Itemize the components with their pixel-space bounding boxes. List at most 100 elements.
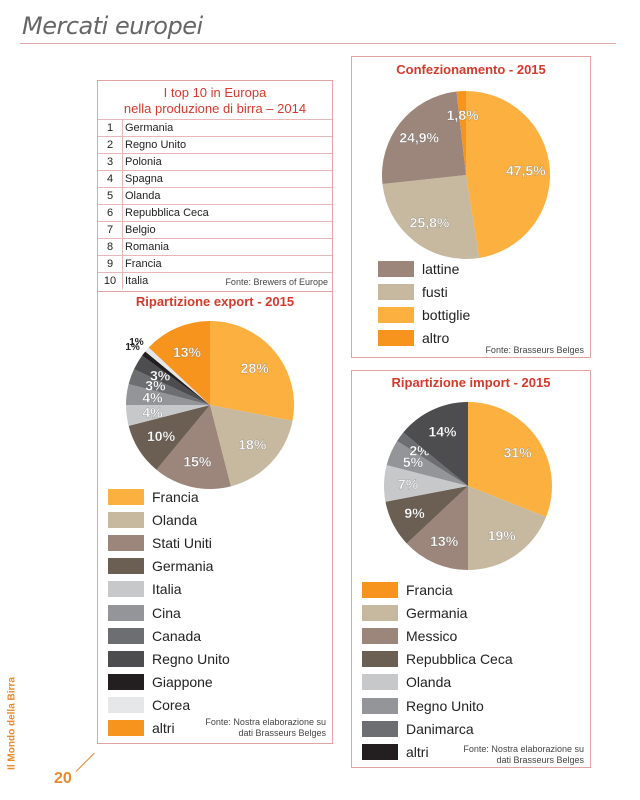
rank-cell: 6 xyxy=(98,204,123,222)
country-cell: Francia xyxy=(122,255,332,273)
legend-swatch xyxy=(108,650,144,667)
table-row: 9 Francia xyxy=(98,255,332,273)
pie-label: 19% xyxy=(488,528,517,544)
pie-label: 24,9% xyxy=(399,129,439,145)
pie-slice-fusti xyxy=(382,175,480,259)
legend-label: altri xyxy=(406,743,429,760)
table-row: 6 Repubblica Ceca xyxy=(98,204,332,222)
pie-slice-corea xyxy=(145,347,210,405)
export-chart-title: Ripartizione export - 2015 xyxy=(135,294,295,309)
pie-slice-regno-unito xyxy=(133,355,210,405)
import-pie-chart: 31%19%13%9%7%5%2%14% xyxy=(384,402,552,570)
rank-cell: 7 xyxy=(98,221,123,239)
pie-label: 1% xyxy=(125,342,140,353)
legend-label: Messico xyxy=(406,627,458,644)
legend-swatch xyxy=(108,697,144,714)
legend-item: altro xyxy=(378,327,470,350)
legend-item: Repubblica Ceca xyxy=(362,648,513,671)
pie-slice-italia xyxy=(126,405,210,426)
export-source-line1: Fonte: Nostra elaborazione su xyxy=(205,717,326,727)
legend-label: Giappone xyxy=(152,674,213,691)
table-row: 7 Belgio xyxy=(98,221,332,239)
legend-swatch xyxy=(362,651,398,668)
legend-swatch xyxy=(108,534,144,551)
pie-label: 13% xyxy=(173,344,202,360)
page-section-title: Mercati europei xyxy=(22,12,203,40)
legend-swatch xyxy=(362,743,398,760)
legend-swatch xyxy=(108,627,144,644)
legend-label: Francia xyxy=(152,488,199,505)
legend-item: altri xyxy=(362,740,513,763)
page-number: 20 xyxy=(54,770,72,787)
country-cell: Romania xyxy=(122,238,332,256)
import-source: Fonte: Nostra elaborazione su dati Brass… xyxy=(463,744,584,766)
rank-cell: 3 xyxy=(98,153,123,171)
legend-item: Francia xyxy=(362,578,513,601)
pie-slice-regno-unito xyxy=(386,440,468,486)
country-cell: Belgio xyxy=(122,221,332,239)
pie-slice-messico xyxy=(406,486,468,570)
pie-slice-stati-uniti xyxy=(156,405,231,489)
legend-swatch xyxy=(378,330,414,347)
pie-slice-bottiglie xyxy=(466,91,551,258)
pie-label: 28% xyxy=(241,360,270,376)
pie-slice-danimarca xyxy=(397,432,468,486)
export-source: Fonte: Nostra elaborazione su dati Brass… xyxy=(205,717,326,739)
country-cell: Spagna xyxy=(122,170,332,188)
packaging-chart-title: Confezionamento - 2015 xyxy=(396,62,546,77)
table-row: 8 Romania xyxy=(98,238,332,256)
legend-swatch xyxy=(378,260,414,277)
pie-label: 25,8% xyxy=(410,215,450,231)
table-row: 10 Italia xyxy=(98,272,332,289)
packaging-chart-box: Confezionamento - 2015 47,5% 25,8% 24,9% 1,… xyxy=(351,56,591,358)
legend-label: Olanda xyxy=(406,674,452,691)
legend-swatch xyxy=(362,674,398,691)
legend-item: Germania xyxy=(362,601,513,624)
country-cell: Germania xyxy=(122,119,332,137)
packaging-legend: lattine fusti bottiglie altro xyxy=(378,257,470,350)
packaging-pie-chart: 47,5% 25,8% 24,9% 1,8% xyxy=(382,91,551,259)
country-cell: Polonia xyxy=(122,153,332,171)
pie-slice-giappone xyxy=(142,351,210,405)
legend-item: Olanda xyxy=(108,508,230,531)
pie-label: 31% xyxy=(504,444,533,460)
pie-label: 13% xyxy=(430,533,459,549)
import-source-line2: dati Brasseurs Belges xyxy=(496,755,584,765)
legend-swatch xyxy=(108,558,144,575)
top10-title: I top 10 in Europa nella produzione di b… xyxy=(98,85,332,117)
pie-slice-canada xyxy=(128,369,210,405)
pie-slice-germania xyxy=(128,405,210,470)
legend-item: lattine xyxy=(378,257,470,280)
legend-label: Germania xyxy=(406,604,468,621)
export-pie-chart: 28%18%15%10%4%4%3%3%1%1%13% xyxy=(125,321,294,489)
legend-label: Stati Uniti xyxy=(152,534,212,551)
packaging-source: Fonte: Brasseurs Belges xyxy=(485,345,584,355)
table-row: 5 Olanda xyxy=(98,187,332,205)
country-cell: Italia xyxy=(122,272,332,289)
legend-label: bottiglie xyxy=(422,306,471,323)
legend-label: lattine xyxy=(422,260,460,277)
legend-swatch xyxy=(362,720,398,737)
table-row: 1 Germania xyxy=(98,119,332,137)
legend-item: Canada xyxy=(108,624,230,647)
publication-name: Il Mondo della Birra xyxy=(6,677,18,770)
pie-label: 10% xyxy=(147,428,176,444)
legend-label: Francia xyxy=(406,581,453,598)
rank-cell: 1 xyxy=(98,119,123,137)
country-cell: Regno Unito xyxy=(122,136,332,154)
top10-title-line1: I top 10 in Europa xyxy=(163,85,267,100)
legend-item: Regno Unito xyxy=(108,647,230,670)
pie-label: 4% xyxy=(142,404,163,420)
pie-slice-germania xyxy=(468,486,547,570)
legend-label: Canada xyxy=(152,627,202,644)
legend-label: Regno Unito xyxy=(406,697,484,714)
legend-label: Corea xyxy=(152,697,191,714)
pie-label: 15% xyxy=(183,454,212,470)
pie-label: 4% xyxy=(142,390,163,406)
legend-item: Germania xyxy=(108,555,230,578)
legend-swatch xyxy=(378,283,414,300)
pie-slice-olanda xyxy=(210,405,293,487)
legend-swatch xyxy=(362,697,398,714)
rank-cell: 8 xyxy=(98,238,123,256)
pie-label: 5% xyxy=(403,454,424,470)
